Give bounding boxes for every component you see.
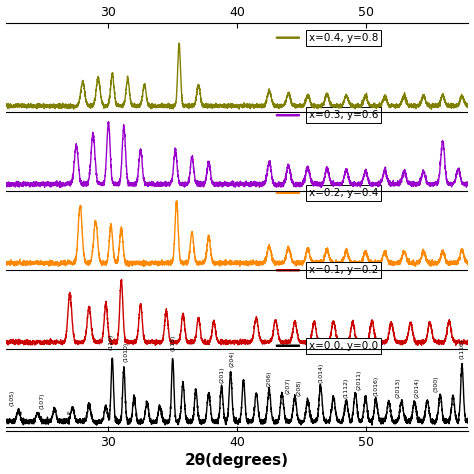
Text: (201): (201)	[219, 366, 224, 383]
Text: (1014): (1014)	[318, 362, 323, 383]
Text: x=0.4, y=0.8: x=0.4, y=0.8	[309, 33, 378, 43]
Text: (105): (105)	[9, 390, 15, 406]
Text: (110): (110)	[109, 334, 113, 350]
Text: (2011): (2011)	[356, 370, 362, 391]
Text: E: E	[18, 410, 24, 414]
Text: (107): (107)	[39, 393, 44, 410]
Text: (207): (207)	[286, 378, 291, 394]
Text: E: E	[67, 410, 73, 414]
Text: x=0.0, y=0.0: x=0.0, y=0.0	[309, 341, 378, 351]
Text: x=0.1, y=0.2: x=0.1, y=0.2	[309, 265, 378, 275]
Text: (2014): (2014)	[414, 378, 419, 398]
Text: x=0.2, y=0.4: x=0.2, y=0.4	[309, 188, 378, 198]
Text: (204): (204)	[229, 350, 234, 367]
X-axis label: 2θ(degrees): 2θ(degrees)	[185, 454, 289, 468]
Text: (1016): (1016)	[374, 376, 378, 396]
Text: (300): (300)	[434, 375, 439, 392]
Text: (1116): (1116)	[459, 339, 465, 359]
Text: x=0.3, y=0.6: x=0.3, y=0.6	[309, 110, 378, 120]
Text: (1010): (1010)	[124, 342, 129, 362]
Text: (2013): (2013)	[395, 378, 400, 398]
Text: (1112): (1112)	[344, 378, 349, 398]
Text: (208): (208)	[296, 380, 301, 396]
Text: (206): (206)	[267, 370, 272, 386]
Text: (116): (116)	[170, 335, 175, 351]
